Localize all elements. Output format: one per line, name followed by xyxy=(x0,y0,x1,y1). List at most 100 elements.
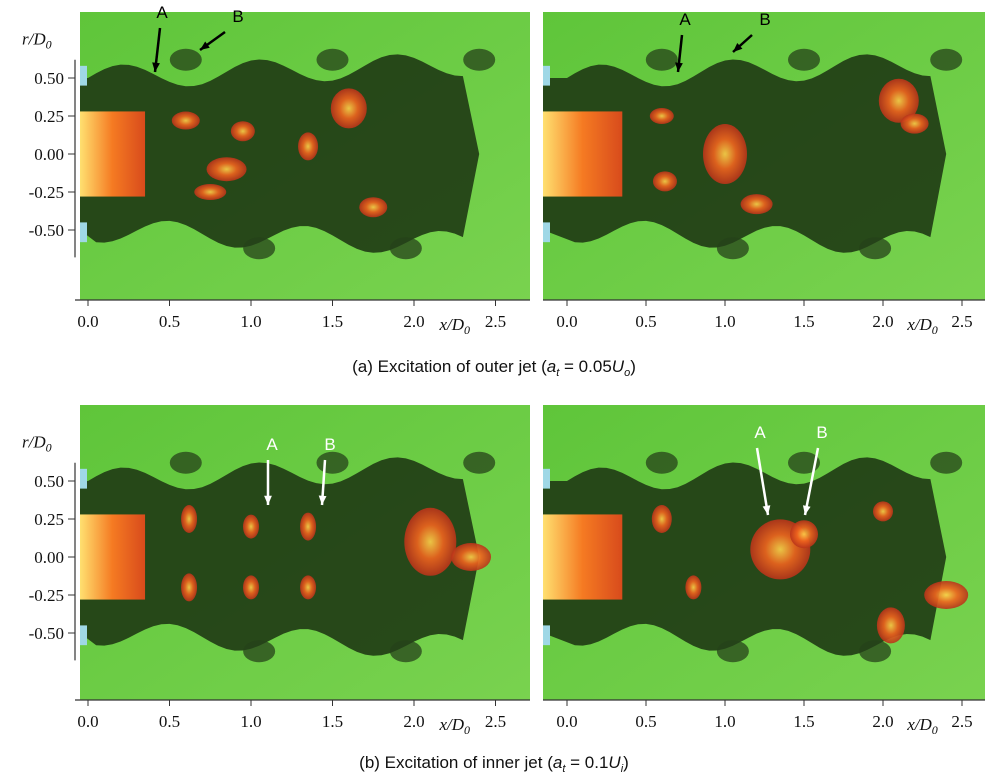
dye-blob xyxy=(740,194,773,215)
vortex xyxy=(316,451,349,474)
nozzle-wall xyxy=(80,625,87,646)
x-axis-label-sub: 0 xyxy=(932,323,938,337)
x-tick-label: 0.0 xyxy=(556,312,577,331)
dye-blob xyxy=(685,575,702,600)
nozzle-wall xyxy=(543,625,550,646)
caption-u-sub: i xyxy=(621,763,624,775)
vortex xyxy=(169,48,202,71)
vortex xyxy=(389,640,422,663)
vortex xyxy=(645,48,678,71)
dye-blob xyxy=(404,507,457,576)
annotation-arrow xyxy=(755,447,770,516)
annotation-label: B xyxy=(324,435,335,454)
dye-blob xyxy=(300,575,317,600)
caption-text: (a) Excitation of outer jet ( xyxy=(352,357,547,376)
arrow-head xyxy=(802,505,811,515)
caption-u-sub: o xyxy=(624,367,630,379)
x-axis-label-main: x/D xyxy=(438,715,464,734)
nozzle-wall xyxy=(80,468,87,489)
nozzle-wall xyxy=(80,65,87,86)
x-tick-label: 2.0 xyxy=(403,312,424,331)
y-axis-label-main: r/D xyxy=(22,433,46,452)
nozzle-flow xyxy=(80,111,146,197)
caption-var-sub: t xyxy=(562,763,566,775)
vortex xyxy=(930,451,963,474)
x-tick-label: 2.5 xyxy=(951,312,972,331)
dye-blob xyxy=(703,124,747,184)
y-tick-label: -0.25 xyxy=(29,183,64,202)
vortex xyxy=(859,640,892,663)
jet-core xyxy=(80,457,480,656)
y-tick-label: -0.50 xyxy=(29,221,64,240)
annotation-label: B xyxy=(759,10,770,29)
x-axis-label: x/D0 xyxy=(906,315,938,337)
jet-core xyxy=(543,457,947,656)
dye-blob xyxy=(924,581,969,609)
y-tick-label: -0.50 xyxy=(29,624,64,643)
x-tick-label: 2.5 xyxy=(485,712,506,731)
dye-blob xyxy=(652,171,677,192)
dye-blob xyxy=(243,575,259,600)
caption-eq: = 0.05 xyxy=(559,357,611,376)
y-tick-label: 0.00 xyxy=(34,145,64,164)
arrow-head xyxy=(318,495,327,505)
dye-blob xyxy=(876,607,905,644)
x-tick-label: 0.0 xyxy=(77,712,98,731)
arrow-head xyxy=(733,42,743,52)
x-tick-label: 0.5 xyxy=(635,312,656,331)
x-tick-label: 1.5 xyxy=(793,312,814,331)
x-axis-label: x/D0 xyxy=(906,715,938,737)
y-axis-label-sub: 0 xyxy=(46,38,52,52)
x-tick-label: 2.5 xyxy=(951,712,972,731)
y-tick-label: 0.50 xyxy=(34,69,64,88)
caption-var-sub: t xyxy=(556,367,560,379)
x-tick-label: 0.5 xyxy=(159,312,180,331)
y-tick-label: -0.25 xyxy=(29,586,64,605)
x-tick-label: 0.0 xyxy=(556,712,577,731)
caption: (a) Excitation of outer jet (at = 0.05Uo… xyxy=(352,357,636,379)
x-tick-label: 1.5 xyxy=(793,712,814,731)
x-axis-label-sub: 0 xyxy=(464,323,470,337)
vortex xyxy=(243,640,276,663)
x-tick-label: 0.5 xyxy=(635,712,656,731)
dye-blob xyxy=(649,108,674,124)
dye-blob xyxy=(230,121,255,142)
x-axis-label-main: x/D xyxy=(906,315,932,334)
dye-blob xyxy=(298,132,319,161)
arrow-head xyxy=(675,62,683,72)
flow-image xyxy=(543,405,985,700)
vortex xyxy=(788,48,820,71)
x-tick-label: 1.5 xyxy=(322,712,343,731)
flow-image xyxy=(80,405,530,700)
arrow-head xyxy=(264,495,272,505)
vortex xyxy=(316,48,349,71)
caption: (b) Excitation of inner jet (at = 0.1Ui) xyxy=(359,753,629,775)
annotation-label: A xyxy=(679,10,691,29)
vortex xyxy=(463,48,496,71)
x-axis-label-main: x/D xyxy=(906,715,932,734)
y-axis-label: r/D0 xyxy=(22,30,52,52)
caption-var: a xyxy=(553,753,562,772)
vortex xyxy=(859,237,892,260)
nozzle-flow xyxy=(80,514,146,600)
nozzle-flow xyxy=(543,514,623,600)
annotation-label: A xyxy=(266,435,278,454)
vortex xyxy=(463,451,496,474)
vortex xyxy=(788,451,820,474)
nozzle-wall xyxy=(80,222,87,243)
x-tick-label: 2.0 xyxy=(872,312,893,331)
annotation-label: A xyxy=(156,3,168,22)
y-tick-label: 0.00 xyxy=(34,548,64,567)
x-tick-label: 1.0 xyxy=(714,712,735,731)
caption-eq: = 0.1 xyxy=(565,753,608,772)
arrow-head xyxy=(152,62,160,72)
annotation-arrow xyxy=(803,447,820,516)
nozzle-flow xyxy=(543,111,623,197)
annotation-label: B xyxy=(232,7,243,26)
vortex xyxy=(645,451,678,474)
caption-close: ) xyxy=(623,753,629,772)
x-tick-label: 1.0 xyxy=(240,312,261,331)
x-axis-label: x/D0 xyxy=(438,315,470,337)
vortex xyxy=(389,237,422,260)
